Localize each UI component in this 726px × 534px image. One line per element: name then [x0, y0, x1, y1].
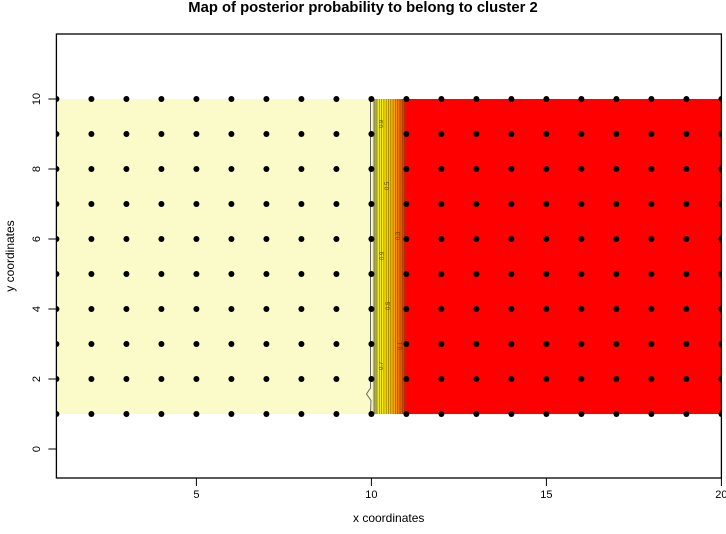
svg-text:20: 20 [715, 489, 726, 501]
svg-text:Map of posterior probability t: Map of posterior probability to belong t… [188, 0, 537, 16]
svg-text:4: 4 [31, 306, 43, 312]
svg-text:0.1: 0.1 [398, 341, 404, 350]
svg-text:x coordinates: x coordinates [353, 511, 424, 525]
svg-text:0: 0 [31, 446, 43, 452]
svg-text:15: 15 [540, 489, 552, 501]
svg-text:0.7: 0.7 [379, 361, 385, 370]
svg-text:10: 10 [31, 93, 43, 105]
svg-text:y coordinates: y coordinates [3, 220, 17, 291]
svg-text:0.3: 0.3 [396, 231, 402, 240]
svg-text:8: 8 [31, 166, 43, 172]
svg-text:0.9: 0.9 [380, 251, 386, 260]
svg-text:0.5: 0.5 [385, 181, 391, 190]
svg-text:2: 2 [31, 376, 43, 382]
svg-text:6: 6 [31, 236, 43, 242]
svg-text:10: 10 [365, 489, 377, 501]
svg-text:5: 5 [193, 489, 199, 501]
svg-text:0.5: 0.5 [386, 301, 392, 310]
svg-text:0.9: 0.9 [379, 119, 385, 128]
